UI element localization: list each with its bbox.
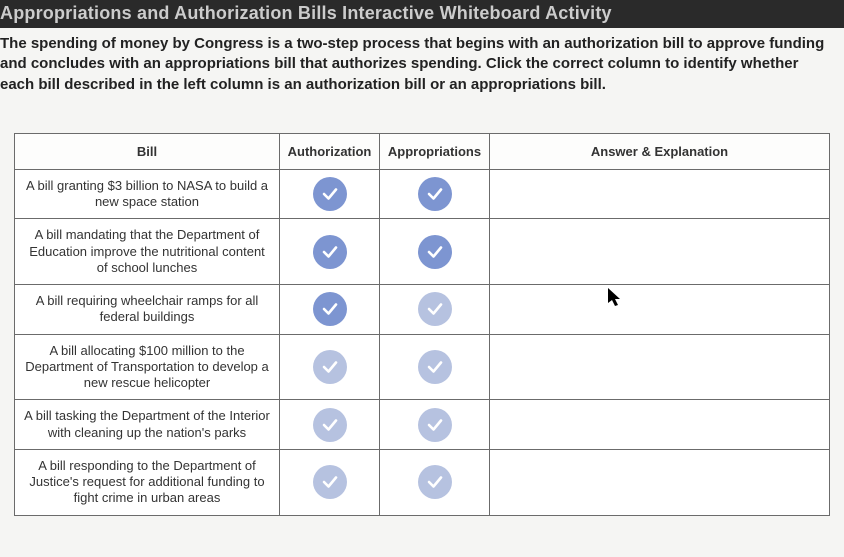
check-button-appropriations[interactable]	[418, 177, 452, 211]
table-row: A bill tasking the Department of the Int…	[15, 400, 830, 450]
answer-explanation	[490, 334, 830, 400]
checkmark-icon	[426, 300, 444, 318]
appropriations-cell	[380, 334, 490, 400]
bill-description: A bill responding to the Department of J…	[15, 449, 280, 515]
check-button-appropriations[interactable]	[418, 350, 452, 384]
check-button-authorization[interactable]	[313, 350, 347, 384]
checkmark-icon	[426, 473, 444, 491]
checkmark-icon	[426, 243, 444, 261]
authorization-cell	[280, 400, 380, 450]
checkmark-icon	[426, 416, 444, 434]
appropriations-cell	[380, 219, 490, 285]
bill-description: A bill allocating $100 million to the De…	[15, 334, 280, 400]
check-button-authorization[interactable]	[313, 465, 347, 499]
page-header: Appropriations and Authorization Bills I…	[0, 0, 844, 28]
col-bill: Bill	[15, 133, 280, 169]
instructions-content: The spending of money by Congress is a t…	[0, 35, 824, 93]
check-button-authorization[interactable]	[313, 292, 347, 326]
authorization-cell	[280, 449, 380, 515]
bills-table: Bill Authorization Appropriations Answer…	[14, 133, 830, 516]
authorization-cell	[280, 285, 380, 335]
col-authorization: Authorization	[280, 133, 380, 169]
answer-explanation	[490, 400, 830, 450]
col-answer: Answer & Explanation	[490, 133, 830, 169]
appropriations-cell	[380, 400, 490, 450]
table-row: A bill mandating that the Department of …	[15, 219, 830, 285]
appropriations-cell	[380, 285, 490, 335]
bill-description: A bill granting $3 billion to NASA to bu…	[15, 169, 280, 219]
check-button-appropriations[interactable]	[418, 235, 452, 269]
bill-description: A bill tasking the Department of the Int…	[15, 400, 280, 450]
appropriations-cell	[380, 449, 490, 515]
checkmark-icon	[321, 416, 339, 434]
checkmark-icon	[321, 358, 339, 376]
authorization-cell	[280, 219, 380, 285]
answer-explanation	[490, 219, 830, 285]
authorization-cell	[280, 169, 380, 219]
bill-description: A bill requiring wheelchair ramps for al…	[15, 285, 280, 335]
authorization-cell	[280, 334, 380, 400]
check-button-authorization[interactable]	[313, 235, 347, 269]
page-title: Appropriations and Authorization Bills I…	[0, 3, 612, 23]
table-header-row: Bill Authorization Appropriations Answer…	[15, 133, 830, 169]
table-row: A bill allocating $100 million to the De…	[15, 334, 830, 400]
check-button-authorization[interactable]	[313, 408, 347, 442]
check-button-appropriations[interactable]	[418, 292, 452, 326]
table-row: A bill responding to the Department of J…	[15, 449, 830, 515]
checkmark-icon	[321, 473, 339, 491]
checkmark-icon	[426, 185, 444, 203]
check-button-authorization[interactable]	[313, 177, 347, 211]
check-button-appropriations[interactable]	[418, 408, 452, 442]
checkmark-icon	[321, 243, 339, 261]
instructions-text: The spending of money by Congress is a t…	[0, 28, 844, 109]
check-button-appropriations[interactable]	[418, 465, 452, 499]
answer-explanation	[490, 285, 830, 335]
activity-table-container: Bill Authorization Appropriations Answer…	[0, 109, 844, 516]
answer-explanation	[490, 449, 830, 515]
checkmark-icon	[321, 300, 339, 318]
table-row: A bill requiring wheelchair ramps for al…	[15, 285, 830, 335]
checkmark-icon	[321, 185, 339, 203]
bill-description: A bill mandating that the Department of …	[15, 219, 280, 285]
col-appropriations: Appropriations	[380, 133, 490, 169]
checkmark-icon	[426, 358, 444, 376]
table-row: A bill granting $3 billion to NASA to bu…	[15, 169, 830, 219]
appropriations-cell	[380, 169, 490, 219]
answer-explanation	[490, 169, 830, 219]
